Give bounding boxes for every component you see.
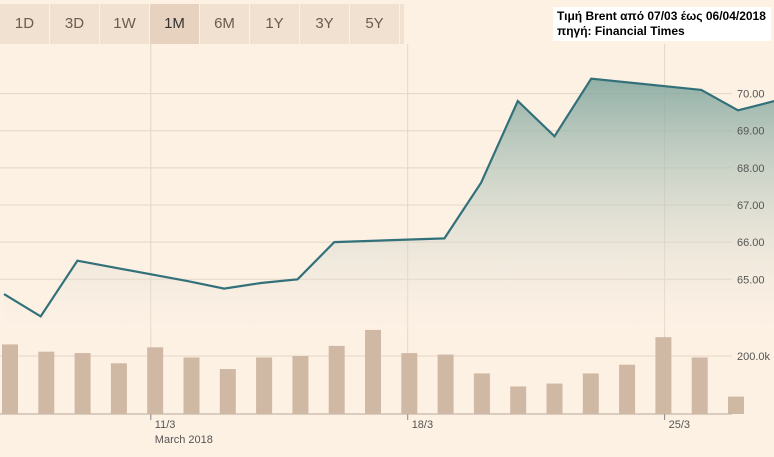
tab-1w[interactable]: 1W [100,4,150,44]
volume-bar [2,344,18,414]
volume-bar [546,383,563,414]
volume-bar [292,356,309,414]
y-tick-label: 66.00 [737,237,765,249]
price-area [4,78,774,330]
y-tick-label: 69.00 [737,126,765,138]
volume-bar [582,373,599,414]
volume-bar [256,357,273,414]
volume-bar [401,353,418,414]
tab-6m[interactable]: 6M [200,4,250,44]
tab-1d[interactable]: 1D [0,4,50,44]
volume-bar [110,363,127,414]
x-tick-label: 11/3 [155,419,176,431]
volume-bar [619,364,636,414]
range-tab-bar: 1D 3D 1W 1M 6M 1Y 3Y 5Y [0,4,404,44]
x-tick-label: 25/3 [669,419,690,431]
y-tick-label: 65.00 [737,274,765,286]
volume-bar [183,357,200,414]
tab-1m[interactable]: 1M [150,4,200,44]
chart-caption: Τιμή Brent από 07/03 έως 06/04/2018 πηγή… [553,7,771,41]
x-tick-label: 18/3 [412,419,433,431]
y-tick-label: 67.00 [737,200,765,212]
tab-3d[interactable]: 3D [50,4,100,44]
volume-bar [473,373,490,414]
volume-bar [691,357,708,414]
volume-tick-label: 200.0k [737,351,771,363]
volume-bar [147,347,164,414]
x-tick-sublabel: March 2018 [155,434,213,446]
caption-source: πηγή: Financial Times [557,24,685,38]
volume-bar [728,396,744,414]
caption-title: Τιμή Brent από 07/03 έως 06/04/2018 [557,9,766,23]
volume-bar [219,369,236,414]
volume-bar [437,354,454,414]
tab-5y[interactable]: 5Y [350,4,400,44]
volume-bar [655,337,672,414]
volume-bar [510,386,527,414]
y-tick-label: 68.00 [737,163,765,175]
volume-bar [365,329,381,414]
tab-3y[interactable]: 3Y [300,4,350,44]
tab-1y[interactable]: 1Y [250,4,300,44]
y-tick-label: 70.00 [737,89,765,101]
volume-bar [38,351,55,414]
volume-bar [328,345,345,414]
volume-bar [74,353,91,414]
price-line [3,77,774,318]
